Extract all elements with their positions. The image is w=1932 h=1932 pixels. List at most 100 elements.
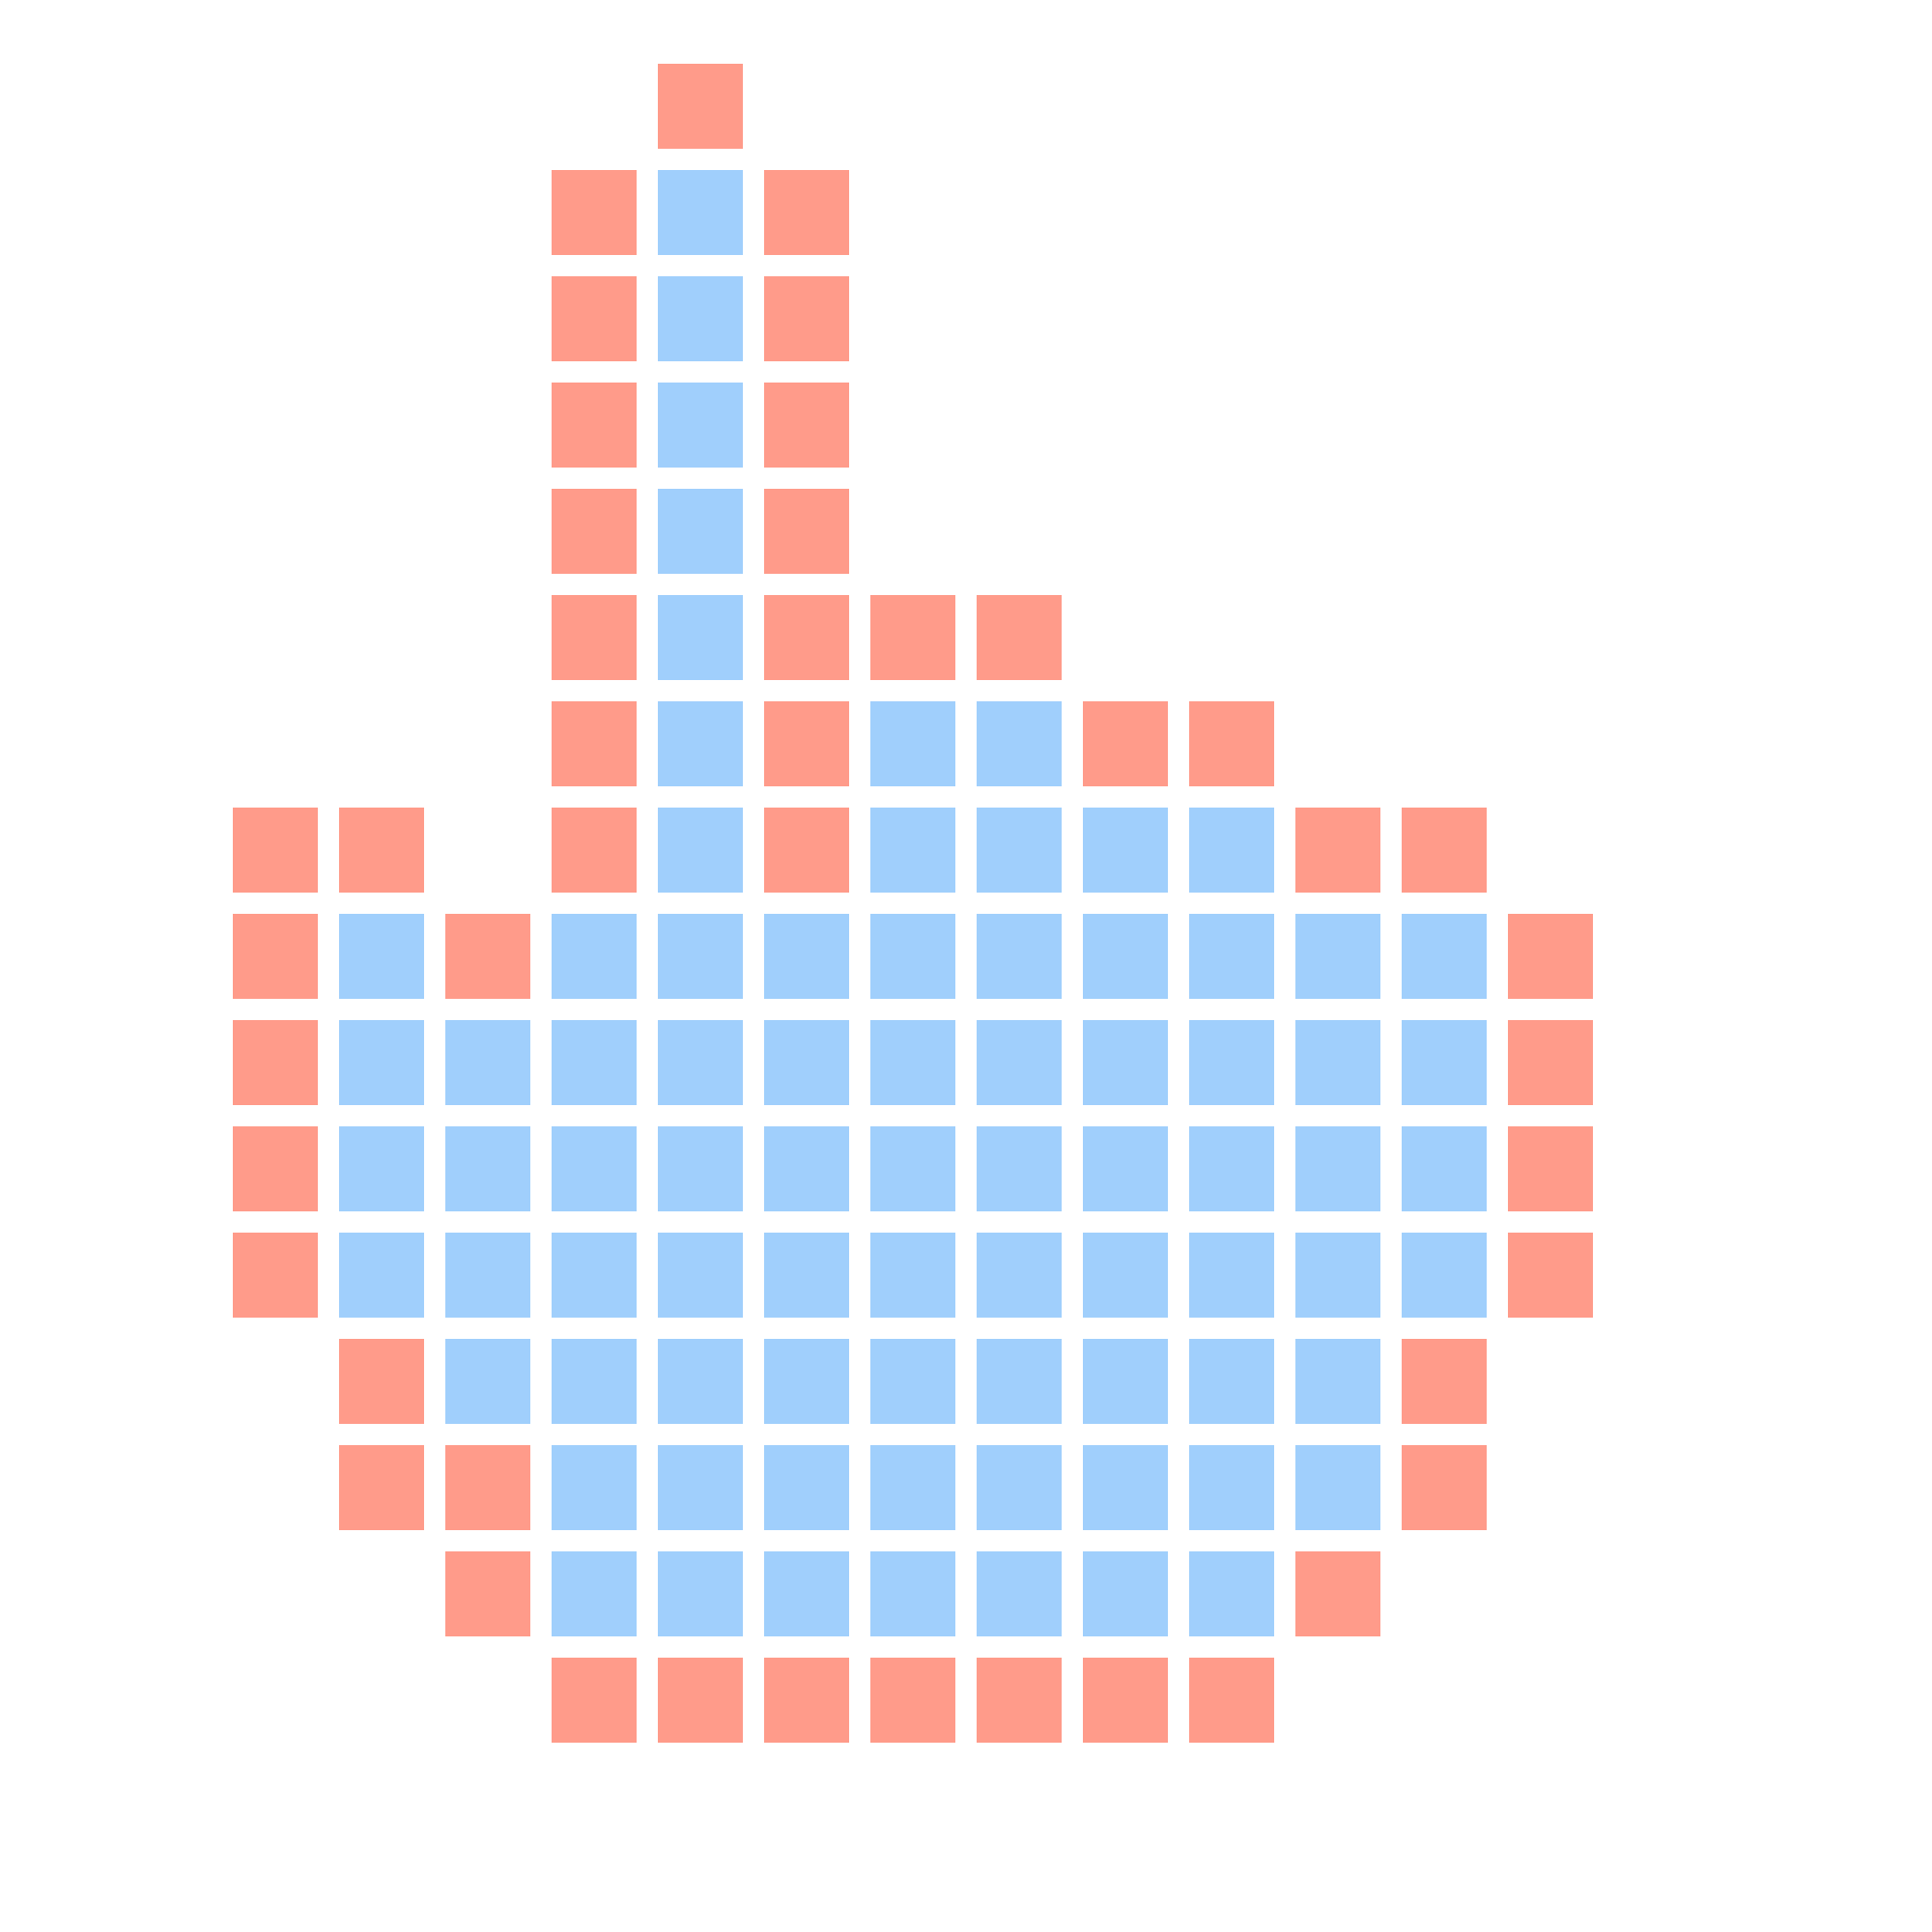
outline-pixel xyxy=(552,595,637,680)
fill-pixel xyxy=(977,1339,1062,1424)
outline-pixel xyxy=(233,808,318,893)
fill-pixel xyxy=(977,1445,1062,1530)
fill-pixel xyxy=(658,1551,743,1636)
outline-pixel xyxy=(870,1658,955,1743)
fill-pixel xyxy=(977,808,1062,893)
fill-pixel xyxy=(1083,1551,1168,1636)
fill-pixel xyxy=(764,1020,849,1105)
outline-pixel xyxy=(1508,1233,1593,1318)
fill-pixel xyxy=(977,1126,1062,1211)
outline-pixel xyxy=(764,1658,849,1743)
outline-pixel xyxy=(552,170,637,255)
fill-pixel xyxy=(977,1020,1062,1105)
outline-pixel xyxy=(445,1445,530,1530)
fill-pixel xyxy=(1083,808,1168,893)
fill-pixel xyxy=(870,1020,955,1105)
outline-pixel xyxy=(233,1233,318,1318)
outline-pixel xyxy=(764,276,849,361)
outline-pixel xyxy=(552,489,637,574)
fill-pixel xyxy=(1295,1233,1380,1318)
outline-pixel xyxy=(339,808,424,893)
outline-pixel xyxy=(1402,1445,1487,1530)
outline-pixel xyxy=(233,1020,318,1105)
fill-pixel xyxy=(1083,1020,1168,1105)
fill-pixel xyxy=(658,595,743,680)
outline-pixel xyxy=(552,1658,637,1743)
outline-pixel xyxy=(552,276,637,361)
fill-pixel xyxy=(1189,1551,1274,1636)
fill-pixel xyxy=(764,1339,849,1424)
outline-pixel xyxy=(977,1658,1062,1743)
fill-pixel xyxy=(1295,1339,1380,1424)
fill-pixel xyxy=(1189,808,1274,893)
fill-pixel xyxy=(658,1126,743,1211)
fill-pixel xyxy=(1189,1126,1274,1211)
fill-pixel xyxy=(445,1339,530,1424)
outline-pixel xyxy=(870,595,955,680)
fill-pixel xyxy=(1083,1126,1168,1211)
fill-pixel xyxy=(1402,914,1487,999)
fill-pixel xyxy=(552,1233,637,1318)
fill-pixel xyxy=(870,701,955,786)
fill-pixel xyxy=(1189,1339,1274,1424)
fill-pixel xyxy=(870,1445,955,1530)
fill-pixel xyxy=(1295,1445,1380,1530)
fill-pixel xyxy=(445,1233,530,1318)
fill-pixel xyxy=(1189,1233,1274,1318)
outline-pixel xyxy=(1402,1339,1487,1424)
fill-pixel xyxy=(977,701,1062,786)
fill-pixel xyxy=(1083,1233,1168,1318)
fill-pixel xyxy=(1189,914,1274,999)
fill-pixel xyxy=(658,701,743,786)
fill-pixel xyxy=(339,914,424,999)
fill-pixel xyxy=(1402,1233,1487,1318)
fill-pixel xyxy=(339,1126,424,1211)
fill-pixel xyxy=(658,383,743,468)
fill-pixel xyxy=(1402,1020,1487,1105)
fill-pixel xyxy=(339,1233,424,1318)
fill-pixel xyxy=(1295,1126,1380,1211)
fill-pixel xyxy=(552,1445,637,1530)
outline-pixel xyxy=(658,1658,743,1743)
outline-pixel xyxy=(764,170,849,255)
fill-pixel xyxy=(658,276,743,361)
fill-pixel xyxy=(658,1233,743,1318)
fill-pixel xyxy=(658,808,743,893)
outline-pixel xyxy=(1295,808,1380,893)
outline-pixel xyxy=(339,1339,424,1424)
fill-pixel xyxy=(339,1020,424,1105)
outline-pixel xyxy=(552,701,637,786)
outline-pixel xyxy=(1508,1020,1593,1105)
outline-pixel xyxy=(1083,701,1168,786)
fill-pixel xyxy=(870,914,955,999)
outline-pixel xyxy=(764,383,849,468)
fill-pixel xyxy=(1402,1126,1487,1211)
fill-pixel xyxy=(977,1233,1062,1318)
fill-pixel xyxy=(552,1126,637,1211)
fill-pixel xyxy=(552,1339,637,1424)
outline-pixel xyxy=(764,595,849,680)
fill-pixel xyxy=(658,1339,743,1424)
outline-pixel xyxy=(1508,1126,1593,1211)
outline-pixel xyxy=(764,489,849,574)
fill-pixel xyxy=(658,489,743,574)
outline-pixel xyxy=(1402,808,1487,893)
fill-pixel xyxy=(1083,1445,1168,1530)
fill-pixel xyxy=(764,1445,849,1530)
fill-pixel xyxy=(658,1020,743,1105)
outline-pixel xyxy=(1508,914,1593,999)
fill-pixel xyxy=(764,914,849,999)
fill-pixel xyxy=(552,1551,637,1636)
outline-pixel xyxy=(445,914,530,999)
fill-pixel xyxy=(1295,1020,1380,1105)
outline-pixel xyxy=(977,595,1062,680)
outline-pixel xyxy=(339,1445,424,1530)
fill-pixel xyxy=(1189,1445,1274,1530)
fill-pixel xyxy=(658,914,743,999)
fill-pixel xyxy=(870,1551,955,1636)
fill-pixel xyxy=(1189,1020,1274,1105)
outline-pixel xyxy=(764,808,849,893)
outline-pixel xyxy=(552,808,637,893)
fill-pixel xyxy=(658,170,743,255)
fill-pixel xyxy=(445,1020,530,1105)
